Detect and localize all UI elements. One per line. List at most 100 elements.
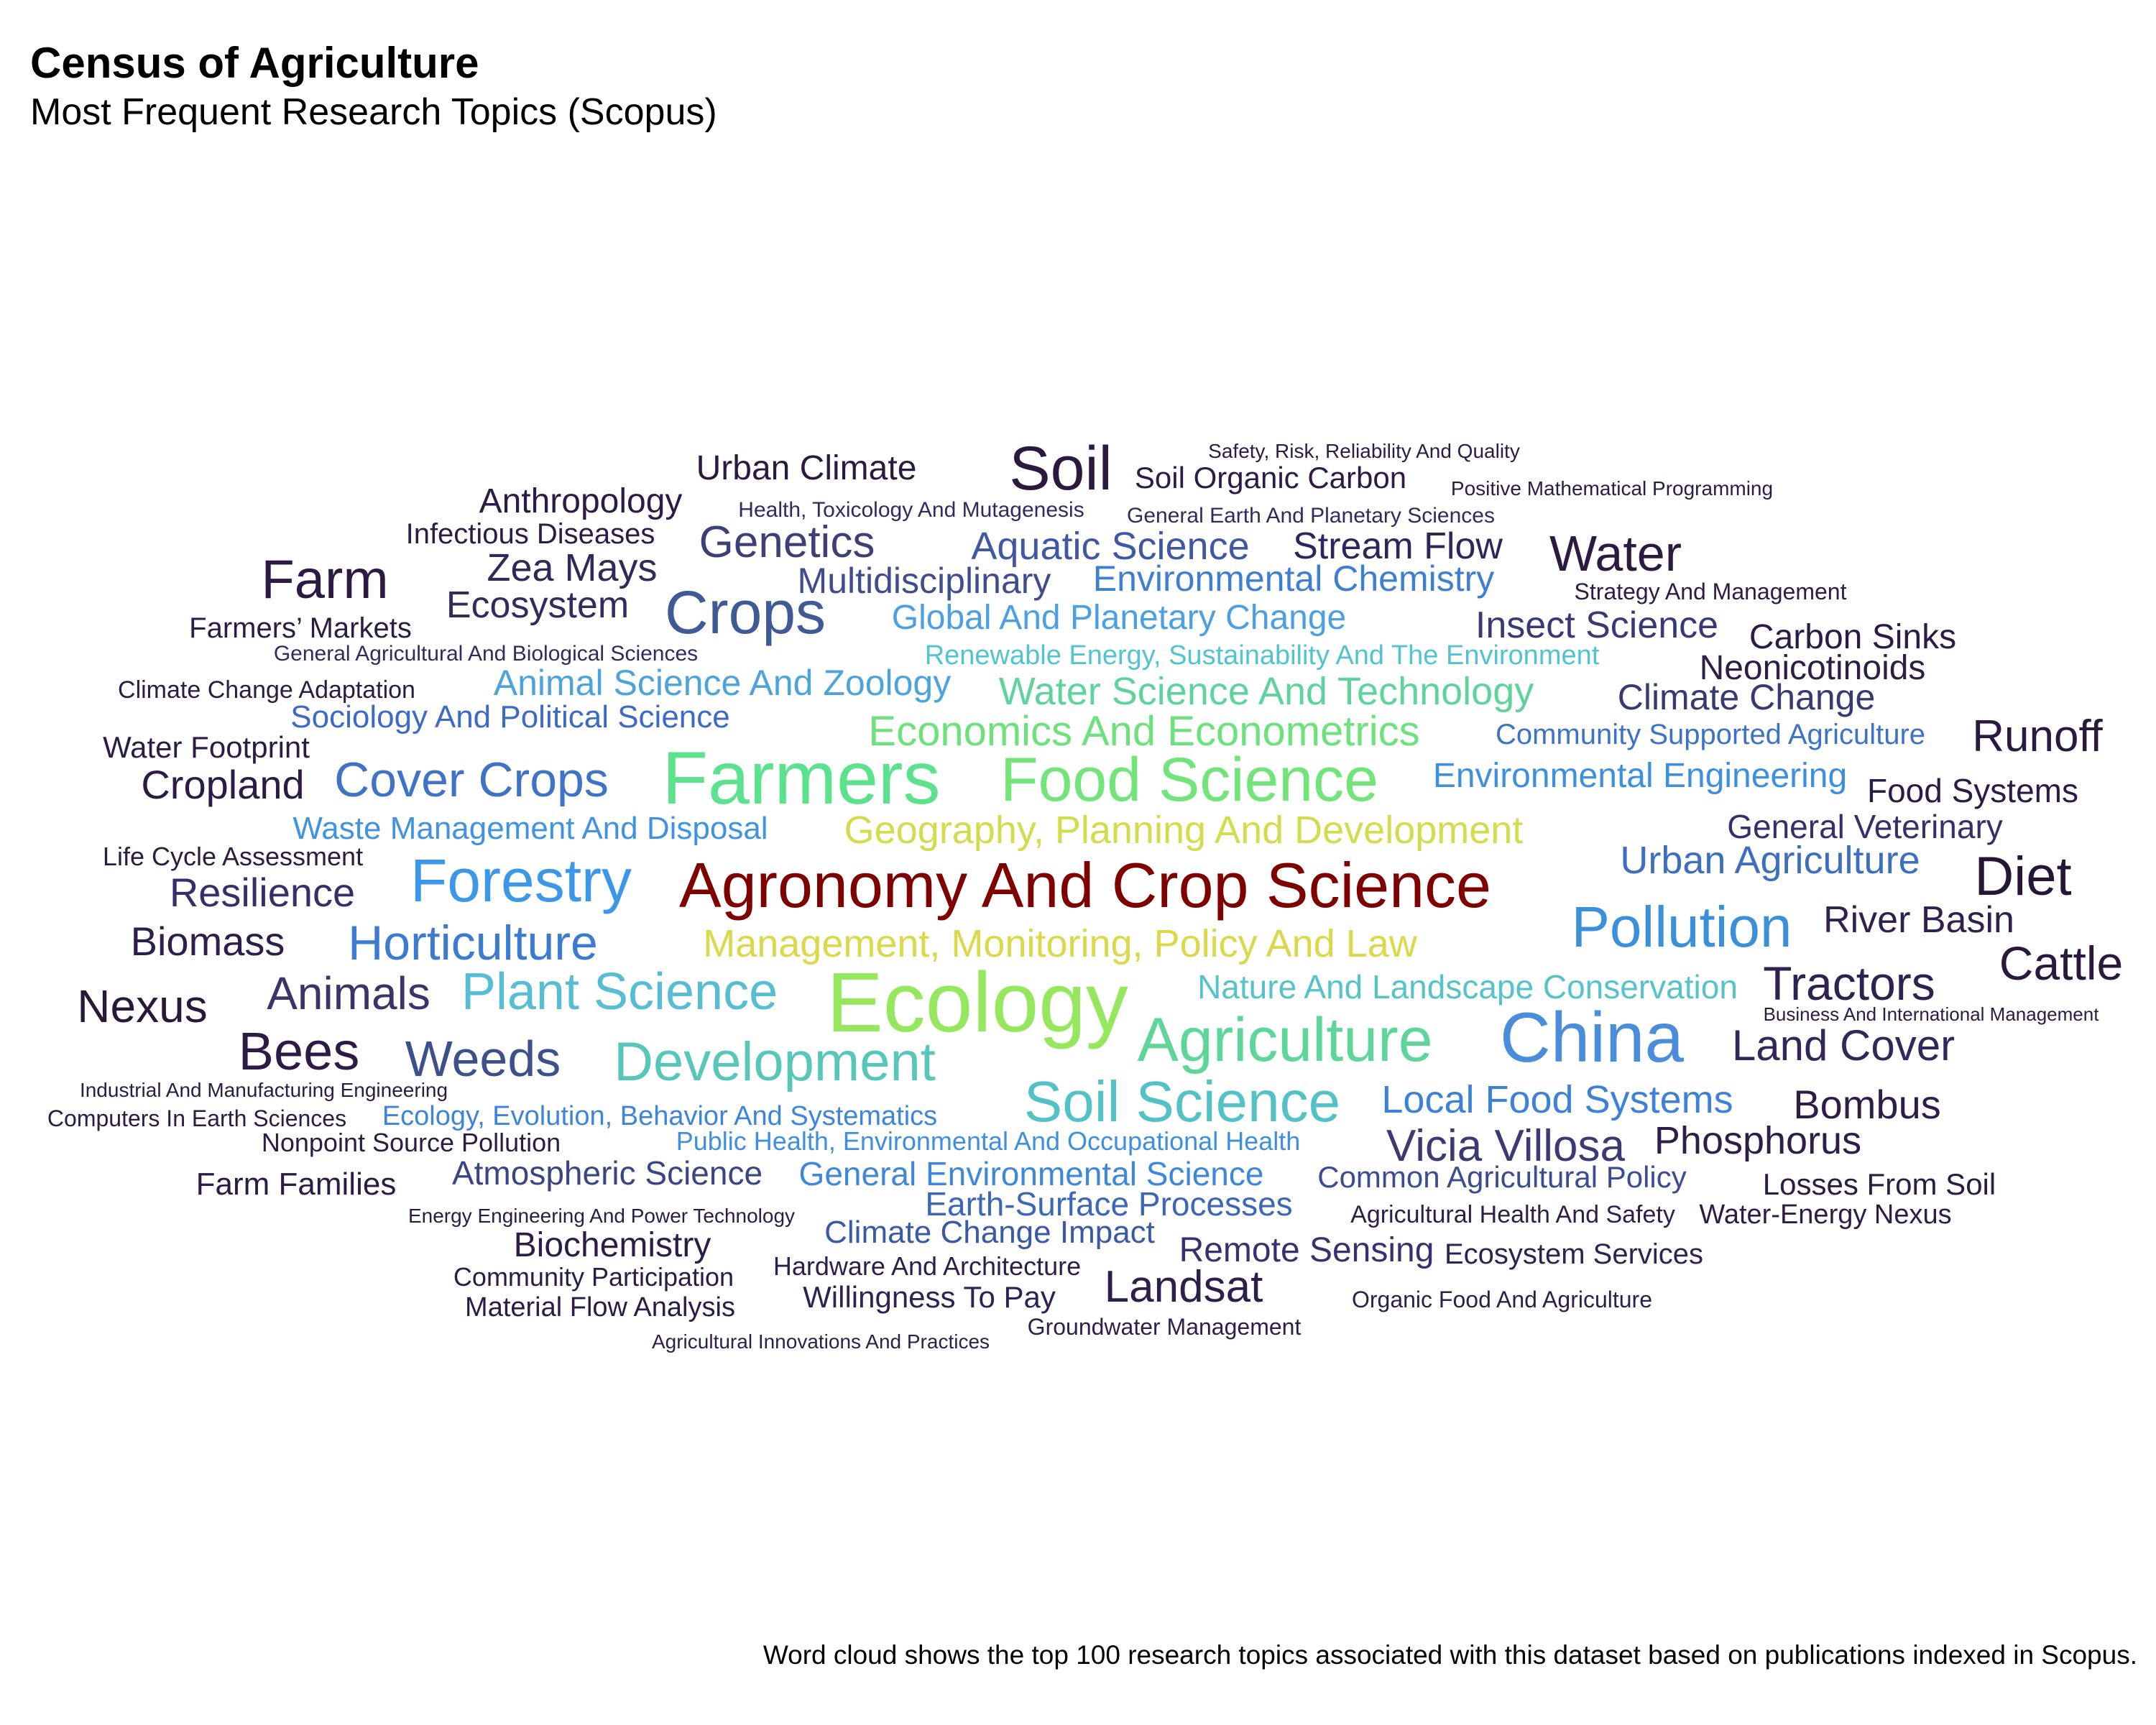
word-weeds: Weeds (405, 1031, 561, 1087)
word-farm-families: Farm Families (195, 1167, 397, 1202)
word-losses-from-soil: Losses From Soil (1762, 1167, 1996, 1201)
word-pollution: Pollution (1571, 895, 1792, 959)
word-urban-agriculture: Urban Agriculture (1620, 839, 1920, 882)
word-food-systems: Food Systems (1867, 772, 2078, 809)
word-ecology-evolution-behavior-and-systematics: Ecology, Evolution, Behavior And Systema… (382, 1101, 938, 1131)
word-carbon-sinks: Carbon Sinks (1749, 618, 1957, 656)
word-ecology: Ecology (826, 955, 1128, 1050)
word-waste-management-and-disposal: Waste Management And Disposal (292, 811, 768, 846)
word-water-energy-nexus: Water-Energy Nexus (1699, 1200, 1952, 1230)
word-nexus: Nexus (77, 980, 208, 1032)
word-development: Development (614, 1031, 936, 1092)
word-climate-change: Climate Change (1617, 677, 1876, 717)
word-aquatic-science: Aquatic Science (971, 525, 1250, 568)
word-soil-organic-carbon: Soil Organic Carbon (1134, 461, 1407, 494)
chart-title: Census of Agriculture (30, 39, 479, 87)
word-cattle: Cattle (1999, 937, 2124, 990)
word-cropland: Cropland (141, 762, 305, 807)
word-ecosystem: Ecosystem (446, 584, 630, 626)
word-china: China (1499, 998, 1685, 1077)
word-atmospheric-science: Atmospheric Science (451, 1154, 763, 1192)
word-diet: Diet (1974, 846, 2072, 907)
word-ecosystem-services: Ecosystem Services (1444, 1238, 1704, 1270)
word-farmers-markets: Farmers’ Markets (189, 612, 412, 644)
word-multidisciplinary: Multidisciplinary (797, 561, 1051, 601)
word-farmers: Farmers (662, 737, 941, 820)
chart-caption: Word cloud shows the top 100 research to… (763, 1640, 2137, 1670)
word-hardware-and-architecture: Hardware And Architecture (773, 1251, 1082, 1281)
word-nature-and-landscape-conservation: Nature And Landscape Conservation (1197, 968, 1738, 1006)
word-stream-flow: Stream Flow (1293, 525, 1503, 567)
word-community-participation: Community Participation (453, 1262, 734, 1292)
chart-subtitle: Most Frequent Research Topics (Scopus) (30, 91, 717, 133)
word-material-flow-analysis: Material Flow Analysis (465, 1292, 735, 1322)
word-climate-change-impact: Climate Change Impact (824, 1215, 1155, 1250)
word-plant-science: Plant Science (461, 963, 778, 1021)
word-global-and-planetary-change: Global And Planetary Change (891, 599, 1347, 637)
word-runoff: Runoff (1972, 712, 2103, 761)
word-genetics: Genetics (699, 518, 875, 567)
word-horticulture: Horticulture (348, 916, 598, 970)
word-bees: Bees (238, 1021, 360, 1081)
word-water: Water (1549, 525, 1682, 581)
word-farm: Farm (261, 549, 389, 610)
word-animal-science-and-zoology: Animal Science And Zoology (493, 663, 952, 703)
word-organic-food-and-agriculture: Organic Food And Agriculture (1351, 1287, 1653, 1312)
word-insect-science: Insect Science (1475, 604, 1719, 646)
word-anthropology: Anthropology (479, 482, 683, 520)
word-biomass: Biomass (130, 919, 285, 964)
word-environmental-engineering: Environmental Engineering (1432, 757, 1848, 795)
word-zea-mays: Zea Mays (487, 546, 658, 589)
word-life-cycle-assessment: Life Cycle Assessment (102, 842, 364, 871)
word-business-and-international-management: Business And International Management (1763, 1003, 2099, 1025)
word-energy-engineering-and-power-technology: Energy Engineering And Power Technology (407, 1205, 796, 1227)
word-groundwater-management: Groundwater Management (1027, 1314, 1302, 1340)
word-public-health-environmental-and-occupational-health: Public Health, Environmental And Occupat… (676, 1126, 1301, 1156)
word-strategy-and-management: Strategy And Management (1574, 579, 1847, 604)
word-bombus: Bombus (1793, 1082, 1941, 1127)
word-forestry: Forestry (410, 847, 632, 914)
word-sociology-and-political-science: Sociology And Political Science (290, 699, 730, 735)
word-nonpoint-source-pollution: Nonpoint Source Pollution (261, 1128, 561, 1157)
word-geography-planning-and-development: Geography, Planning And Development (844, 809, 1524, 852)
word-agricultural-health-and-safety: Agricultural Health And Safety (1350, 1201, 1675, 1228)
word-crops: Crops (664, 579, 826, 646)
word-renewable-energy-sustainability-and-the-environment: Renewable Energy, Sustainability And The… (924, 640, 1600, 671)
word-vicia-villosa: Vicia Villosa (1386, 1121, 1626, 1171)
word-urban-climate: Urban Climate (696, 449, 917, 487)
word-agronomy-and-crop-science: Agronomy And Crop Science (679, 850, 1491, 921)
word-neonicotinoids: Neonicotinoids (1699, 649, 1926, 687)
word-biochemistry: Biochemistry (513, 1226, 711, 1264)
word-general-earth-and-planetary-sciences: General Earth And Planetary Sciences (1127, 504, 1495, 528)
word-soil-science: Soil Science (1023, 1070, 1341, 1133)
word-phosphorus: Phosphorus (1654, 1119, 1862, 1162)
word-resilience: Resilience (169, 870, 356, 915)
word-tractors: Tractors (1763, 957, 1935, 1010)
word-industrial-and-manufacturing-engineering: Industrial And Manufacturing Engineering (79, 1079, 448, 1101)
word-economics-and-econometrics: Economics And Econometrics (868, 708, 1420, 755)
word-general-veterinary: General Veterinary (1727, 808, 2003, 845)
word-computers-in-earth-sciences: Computers In Earth Sciences (47, 1105, 347, 1131)
word-remote-sensing: Remote Sensing (1179, 1231, 1434, 1269)
word-river-basin: River Basin (1823, 899, 2014, 941)
word-soil: Soil (1009, 434, 1112, 503)
word-safety-risk-reliability-and-quality: Safety, Risk, Reliability And Quality (1208, 440, 1520, 462)
word-food-science: Food Science (1000, 745, 1378, 814)
word-positive-mathematical-programming: Positive Mathematical Programming (1450, 477, 1774, 500)
word-cover-crops: Cover Crops (334, 753, 609, 807)
word-agricultural-innovations-and-practices: Agricultural Innovations And Practices (651, 1330, 990, 1353)
word-landsat: Landsat (1104, 1262, 1263, 1312)
word-infectious-diseases: Infectious Diseases (405, 518, 655, 550)
word-climate-change-adaptation: Climate Change Adaptation (118, 676, 415, 704)
word-management-monitoring-policy-and-law: Management, Monitoring, Policy And Law (703, 922, 1417, 965)
word-community-supported-agriculture: Community Supported Agriculture (1495, 719, 1926, 750)
word-water-science-and-technology: Water Science And Technology (998, 670, 1534, 713)
word-willingness-to-pay: Willingness To Pay (803, 1280, 1056, 1314)
word-animals: Animals (267, 967, 430, 1019)
word-water-footprint: Water Footprint (103, 730, 310, 764)
word-health-toxicology-and-mutagenesis: Health, Toxicology And Mutagenesis (738, 498, 1084, 522)
word-local-food-systems: Local Food Systems (1381, 1078, 1733, 1121)
word-earth-surface-processes: Earth-Surface Processes (925, 1185, 1293, 1223)
word-land-cover: Land Cover (1731, 1021, 1955, 1070)
